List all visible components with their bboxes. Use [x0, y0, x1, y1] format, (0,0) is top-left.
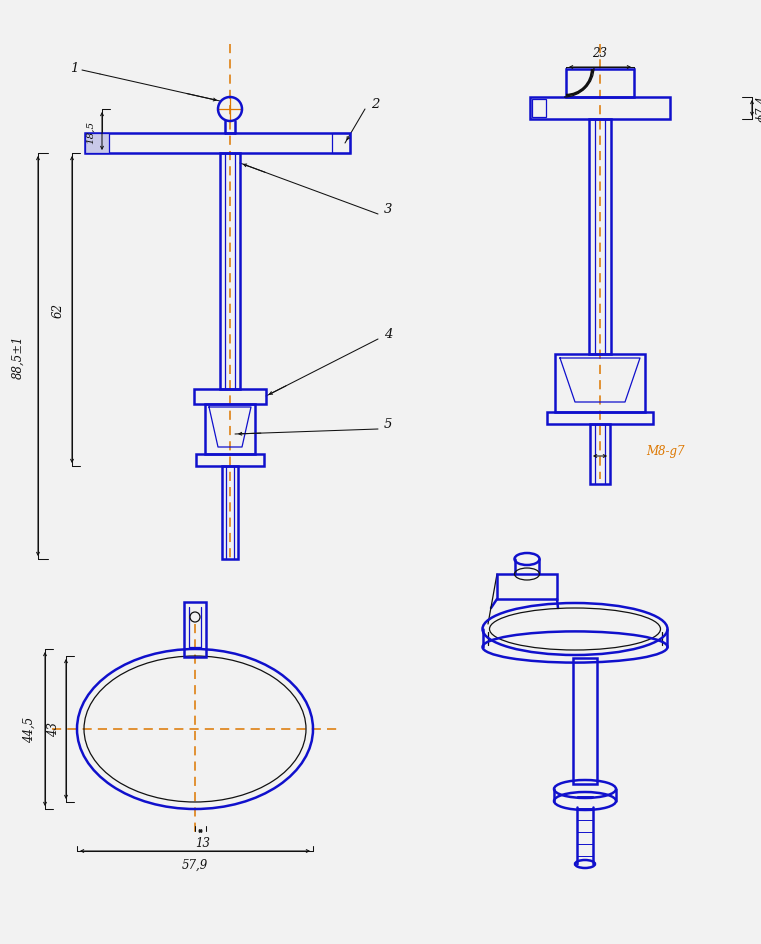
Bar	[547, 413, 653, 425]
Bar	[222, 466, 238, 560]
Text: 57,9: 57,9	[182, 857, 208, 870]
Text: 5: 5	[384, 418, 392, 431]
Text: 18,5: 18,5	[85, 120, 94, 143]
Text: 43: 43	[47, 722, 61, 736]
Text: 1: 1	[70, 62, 78, 76]
Text: 23: 23	[593, 47, 607, 60]
Bar	[497, 574, 557, 599]
Bar	[194, 390, 266, 405]
Bar	[532, 100, 546, 118]
Text: ϕ7,4: ϕ7,4	[756, 95, 761, 122]
Bar	[85, 134, 350, 154]
Text: 3: 3	[384, 203, 392, 216]
Bar	[332, 134, 350, 154]
Bar	[566, 70, 634, 98]
Bar	[530, 98, 670, 120]
Text: 88,5±1: 88,5±1	[11, 335, 24, 379]
Text: M8-g7: M8-g7	[646, 445, 684, 458]
Bar	[220, 154, 240, 390]
Bar	[184, 602, 206, 657]
Bar	[590, 425, 610, 484]
Bar	[555, 355, 645, 413]
Bar	[85, 134, 109, 154]
Text: 62: 62	[52, 303, 65, 318]
Text: 2: 2	[371, 98, 379, 111]
Text: 4: 4	[384, 329, 392, 341]
Bar	[205, 405, 255, 454]
Text: 44,5: 44,5	[23, 716, 36, 742]
Bar	[573, 658, 597, 784]
Bar	[589, 120, 611, 355]
Bar	[196, 454, 264, 466]
Text: 13: 13	[196, 836, 211, 850]
